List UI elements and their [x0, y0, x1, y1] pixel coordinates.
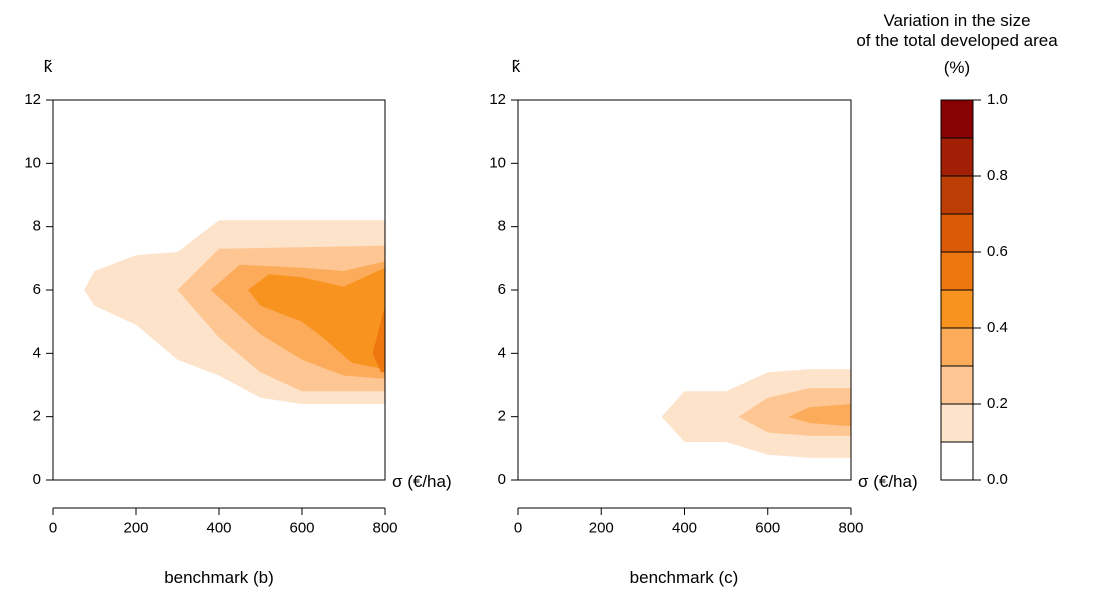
x-tick-label: 800 — [372, 519, 397, 536]
x-tick-label: 0 — [49, 519, 57, 536]
x-axis-label: σ (€/ha) — [392, 472, 452, 491]
y-tick-label: 4 — [33, 344, 41, 361]
colorbar-swatch — [940, 99, 974, 139]
colorbar: Variation in the size of the total devel… — [856, 11, 1058, 488]
colorbar-title-line-1: Variation in the size — [883, 11, 1030, 30]
x-tick-label: 0 — [514, 519, 522, 536]
colorbar-tick-label: 0.2 — [987, 395, 1008, 412]
colorbar-swatch — [940, 441, 974, 481]
colorbar-tick-label: 0.4 — [987, 319, 1008, 336]
y-tick-label: 6 — [33, 281, 41, 298]
y-tick-label: 8 — [33, 218, 41, 235]
y-tick-label: 2 — [498, 408, 506, 425]
colorbar-ticks: 0.0 0.2 0.4 0.6 0.8 1.0 — [973, 91, 1008, 488]
colorbar-swatches — [940, 99, 974, 481]
axis-ticks: 0 200 400 600 800 0 2 4 6 8 10 12 — [24, 91, 397, 536]
y-tick-label: 0 — [498, 471, 506, 488]
x-tick-label: 200 — [123, 519, 148, 536]
x-axis-label: σ (€/ha) — [858, 472, 918, 491]
x-tick-label: 600 — [289, 519, 314, 536]
colorbar-tick-label: 0.0 — [987, 471, 1008, 488]
x-tick-label: 400 — [672, 519, 697, 536]
colorbar-swatch — [940, 213, 974, 253]
y-tick-label: 10 — [24, 154, 41, 171]
contour-region-0.4-0.5 — [248, 267, 385, 370]
axis-ticks: 0 200 400 600 800 0 2 4 6 8 10 12 — [489, 91, 863, 536]
contour-region-0.3-0.4 — [788, 404, 851, 427]
colorbar-tick-label: 0.6 — [987, 243, 1008, 260]
contour-regions — [84, 220, 385, 404]
panel-caption: benchmark (c) — [630, 568, 739, 587]
colorbar-swatch — [940, 289, 974, 329]
y-axis-label: k̃ — [512, 57, 521, 76]
x-tick-label: 600 — [755, 519, 780, 536]
y-tick-label: 10 — [489, 154, 506, 171]
contour-region-0.5-0.6 — [372, 305, 385, 373]
colorbar-title-line-3: (%) — [944, 58, 970, 77]
y-tick-label: 0 — [33, 471, 41, 488]
y-tick-label: 8 — [498, 218, 506, 235]
colorbar-swatch — [940, 365, 974, 405]
colorbar-swatch — [940, 327, 974, 367]
y-tick-label: 2 — [33, 408, 41, 425]
colorbar-swatch — [940, 251, 974, 291]
colorbar-tick-label: 1.0 — [987, 91, 1008, 108]
colorbar-frame — [940, 99, 974, 481]
colorbar-swatch — [940, 175, 974, 215]
contour-regions — [661, 369, 851, 458]
x-tick-label: 200 — [589, 519, 614, 536]
y-tick-label: 4 — [498, 344, 506, 361]
y-tick-label: 12 — [24, 91, 41, 108]
x-tick-label: 800 — [838, 519, 863, 536]
panel-caption: benchmark (b) — [164, 568, 274, 587]
y-tick-label: 6 — [498, 281, 506, 298]
x-tick-label: 400 — [206, 519, 231, 536]
y-axis-label: k̃ — [44, 57, 53, 76]
colorbar-title-line-2: of the total developed area — [856, 31, 1058, 50]
colorbar-swatch — [940, 403, 974, 443]
panel-benchmark-b: 0 200 400 600 800 0 2 4 6 8 10 12 k̃ σ (€/ha) bench… — [24, 57, 451, 587]
colorbar-tick-label: 0.8 — [987, 167, 1008, 184]
colorbar-swatch — [940, 137, 974, 177]
y-tick-label: 12 — [489, 91, 506, 108]
panel-benchmark-c: 0 200 400 600 800 0 2 4 6 8 10 12 k̃ σ (€/ha) bench… — [489, 57, 917, 587]
